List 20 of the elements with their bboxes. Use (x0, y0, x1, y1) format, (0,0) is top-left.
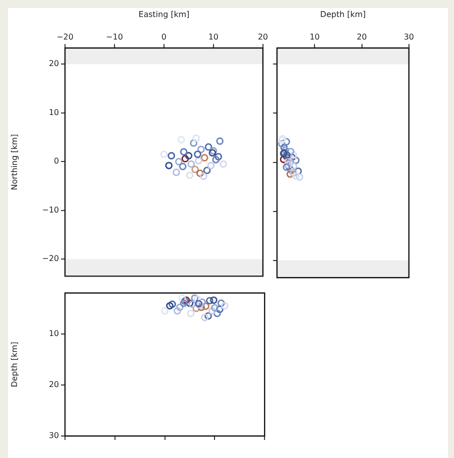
x-axis-title: Easting [km] (138, 10, 190, 19)
x-tick-label: 30 (404, 32, 414, 42)
x-tick-label: 10 (208, 32, 219, 42)
y-axis-title: Depth [km] (10, 342, 19, 388)
x-tick-label: −20 (56, 32, 74, 42)
x-tick-label: 0 (161, 32, 166, 42)
y-tick-label: −10 (42, 205, 59, 214)
x-tick-label: 10 (310, 32, 320, 42)
x-tick-label: 20 (258, 32, 268, 42)
y-tick-label: 30 (48, 431, 59, 440)
y-tick-label: 10 (48, 108, 59, 117)
y-axis-title: Northing [km] (10, 134, 19, 190)
x-axis-title: Depth [km] (320, 10, 366, 19)
y-tick-label: 20 (48, 59, 59, 68)
x-tick-label: 20 (356, 32, 367, 42)
y-tick-label: −20 (42, 254, 59, 264)
y-tick-label: 20 (48, 380, 59, 390)
y-tick-label: 0 (54, 156, 59, 166)
x-tick-label: −10 (106, 32, 123, 42)
y-tick-label: 10 (48, 328, 59, 338)
